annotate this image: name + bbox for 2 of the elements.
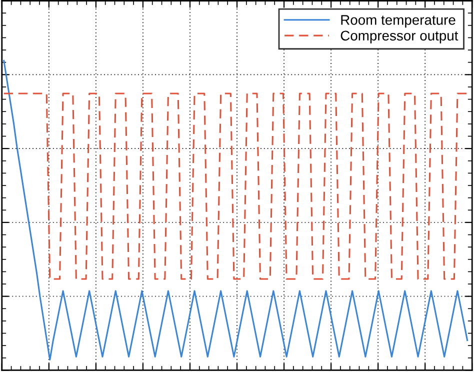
legend-label: Room temperature <box>341 15 456 28</box>
legend-label: Compressor output <box>340 30 458 44</box>
